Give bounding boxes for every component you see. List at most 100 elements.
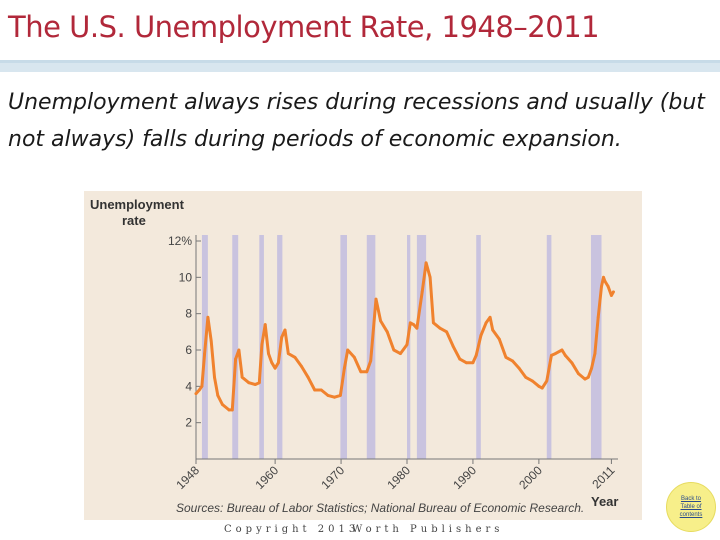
unemployment-rate-point [497, 337, 501, 341]
unemployment-rate-point [596, 315, 600, 319]
unemployment-rate-point [247, 381, 251, 385]
y-axis-tick-label: 8 [185, 307, 192, 321]
unemployment-rate-point [540, 386, 544, 390]
unemployment-rate-point [306, 375, 310, 379]
recession-band [232, 235, 239, 459]
unemployment-rate-point [606, 285, 610, 288]
unemployment-rate-point [471, 361, 475, 365]
unemployment-rate-point [230, 408, 234, 412]
y-axis-tick-label: 10 [179, 270, 193, 284]
unemployment-rate-point [399, 352, 402, 356]
copyright-footer: Copyright 2013 [224, 524, 360, 535]
unemployment-rate-point [424, 261, 428, 265]
unemployment-rate-point [611, 290, 615, 294]
unemployment-rate-point [286, 352, 290, 356]
y-axis-title: Unemployment rate [90, 197, 184, 229]
x-axis-title: Year [591, 494, 619, 509]
unemployment-rate-point [517, 366, 521, 370]
unemployment-rate-point [474, 354, 478, 357]
unemployment-rate-point [227, 408, 231, 412]
unemployment-rate-point [273, 366, 277, 370]
recession-band [407, 235, 411, 459]
unemployment-rate-point [277, 361, 280, 365]
x-axis-tick-label: 1970 [318, 463, 347, 492]
y-axis-tick-label: 4 [185, 379, 192, 393]
publisher-footer: Worth Publishers [352, 524, 504, 535]
unemployment-rate-point [593, 352, 597, 356]
unemployment-rate-point [333, 395, 336, 399]
unemployment-rate-point [405, 343, 409, 346]
x-axis-tick-label: 1990 [450, 463, 479, 492]
unemployment-rate-point [369, 359, 373, 363]
unemployment-rate-point [267, 352, 270, 356]
unemployment-rate-point [602, 275, 605, 279]
unemployment-rate-point [586, 375, 590, 379]
unemployment-rate-point [553, 352, 557, 356]
unemployment-rate-point [293, 355, 297, 359]
slide-title: The U.S. Unemployment Rate, 1948–2011 [8, 10, 600, 44]
unemployment-rate-point [220, 403, 224, 406]
unemployment-rate-point [530, 379, 534, 383]
unemployment-rate-point [545, 379, 549, 383]
chart-panel: 2 4 6 8 10 12% 1948 1960 1970 1980 1990 2000 2011 Un… [84, 191, 642, 520]
unemployment-rate-point [438, 326, 442, 330]
unemployment-rate-point [458, 357, 462, 361]
unemployment-rate-point [270, 361, 274, 365]
x-axis-tick-label: 1980 [384, 463, 413, 492]
y-axis-tick-label: 6 [185, 343, 192, 357]
title-divider [0, 60, 720, 72]
y-axis-title-line2: rate [122, 213, 146, 228]
slide-subtitle: Unemployment always rises during recessi… [8, 90, 705, 152]
unemployment-rate-point [464, 361, 468, 365]
unemployment-rate-point [563, 354, 567, 357]
y-axis-tick-label: 12% [168, 234, 192, 248]
unemployment-rate-point [213, 375, 216, 379]
unemployment-rate-point [451, 344, 455, 348]
unemployment-rate-point [263, 323, 267, 326]
x-axis-tick-label: 2000 [516, 463, 545, 492]
unemployment-rate-point [313, 388, 317, 392]
unemployment-rate-point [260, 343, 264, 346]
unemployment-rate-point [491, 328, 495, 332]
unemployment-rate-point [488, 315, 492, 319]
unemployment-rate-point [577, 372, 580, 376]
unemployment-rate-point [203, 352, 206, 356]
unemployment-rate-point [237, 348, 241, 352]
unemployment-rate-point [352, 355, 356, 359]
back-to-contents-button[interactable]: Back to Table of contents [666, 482, 716, 532]
x-axis-tick-label: 1960 [252, 463, 281, 492]
unemployment-rate-point [445, 330, 448, 334]
unemployment-rate-point [504, 355, 508, 359]
unemployment-rate-point [484, 321, 488, 325]
unemployment-rate-point [216, 394, 220, 397]
unemployment-rate-point [346, 348, 350, 352]
chart-source-note: Sources: Bureau of Labor Statistics; Nat… [176, 501, 585, 515]
unemployment-rate-point [428, 275, 432, 279]
x-axis-tick-label: 2011 [589, 463, 617, 491]
unemployment-rate-point [412, 323, 415, 326]
unemployment-rate-point [253, 383, 257, 386]
unemployment-rate-point [365, 370, 369, 374]
unemployment-rate-point [511, 359, 514, 363]
unemployment-rate-point [194, 392, 198, 395]
unemployment-rate-point [326, 394, 330, 397]
unemployment-rate-point [206, 315, 210, 319]
unemployment-rate-point [550, 354, 553, 357]
unemployment-rate-point [560, 348, 564, 352]
unemployment-rate-point [319, 388, 323, 392]
unemployment-rate-point [342, 366, 346, 370]
unemployment-rate-point [280, 335, 284, 339]
unemployment-rate-point [537, 384, 541, 388]
unemployment-rate-point [392, 348, 396, 352]
back-to-contents-label: Back to Table of contents [679, 496, 703, 518]
unemployment-rate-point [234, 357, 237, 361]
unemployment-rate-point [339, 394, 342, 397]
unemployment-rate-point [379, 319, 383, 323]
unemployment-rate-point [197, 388, 201, 392]
unemployment-rate-point [570, 361, 574, 365]
y-axis-title-line1: Unemployment [90, 197, 184, 212]
unemployment-rate-point [415, 326, 419, 330]
unemployment-rate-point [479, 334, 483, 337]
unemployment-rate-point [283, 328, 287, 332]
unemployment-rate-point [524, 375, 528, 379]
